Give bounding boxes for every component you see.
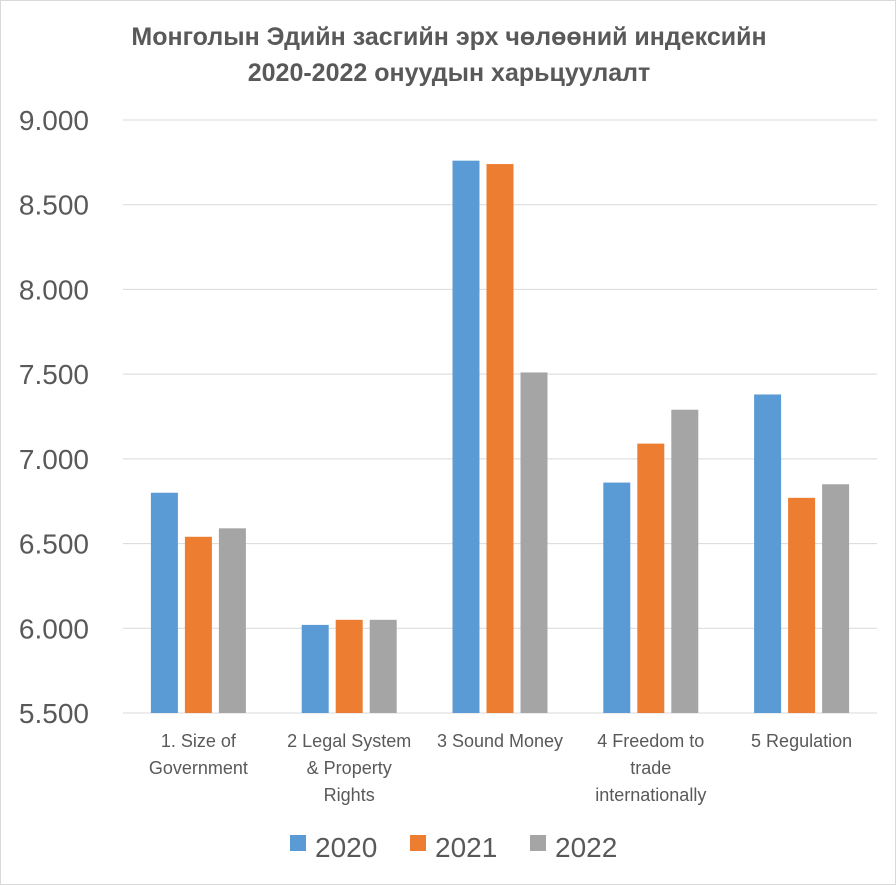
x-category-label-line: Rights <box>324 785 375 805</box>
bar-2021-2 <box>335 619 363 713</box>
chart-title: Монголын Эдийн засгийн эрх чөлөөний инде… <box>1 19 896 91</box>
bar-2022-2 <box>369 619 397 713</box>
x-category-label-line: 3 Sound Money <box>437 731 563 751</box>
x-category-label: 2 Legal System & Property Rights <box>287 731 411 805</box>
x-category-label: 5 Regulation <box>751 731 852 751</box>
x-category-label-line: internationally <box>595 785 706 805</box>
bar-2022-4 <box>671 409 699 713</box>
bar-2022-3 <box>520 372 548 713</box>
legend-label-2021: 2021 <box>435 832 497 863</box>
bar-2021-3 <box>486 164 514 714</box>
x-category-label-line: & Property <box>307 758 392 778</box>
y-tick-label: 6.000 <box>19 613 89 644</box>
bar-2021-4 <box>637 443 665 713</box>
y-tick-label: 5.500 <box>19 698 89 729</box>
bar-2020-4 <box>603 482 631 713</box>
bar-2020-1 <box>150 492 178 713</box>
x-category-label: 3 Sound Money <box>437 731 563 751</box>
x-category-label-line: 1. Size of <box>161 731 237 751</box>
bar-2022-1 <box>218 528 246 713</box>
y-tick-label: 7.500 <box>19 359 89 390</box>
bar-2020-2 <box>301 624 329 713</box>
legend-swatch-2021 <box>410 835 426 851</box>
x-category-label: 1. Size of Government <box>149 731 248 778</box>
legend-label-2022: 2022 <box>555 832 617 863</box>
chart-title-line-2: 2020-2022 онуудын харьцуулалт <box>247 59 651 87</box>
legend-swatch-2022 <box>530 835 546 851</box>
bar-2021-1 <box>184 536 212 713</box>
x-category-label-line: 5 Regulation <box>751 731 852 751</box>
legend-swatch-2020 <box>290 835 306 851</box>
y-tick-label: 6.500 <box>19 529 89 560</box>
x-category-label-line: trade <box>630 758 671 778</box>
chart-title-line-1: Монголын Эдийн засгийн эрх чөлөөний инде… <box>131 23 767 51</box>
x-category-label-line: 4 Freedom to <box>597 731 704 751</box>
bar-2020-3 <box>452 160 480 714</box>
bar-2022-5 <box>822 484 850 713</box>
y-tick-label: 7.000 <box>19 444 89 475</box>
x-category-label-line: Government <box>149 758 248 778</box>
bar-2020-5 <box>754 394 782 713</box>
y-tick-label: 9.000 <box>19 105 89 136</box>
bar-2021-5 <box>788 497 816 713</box>
legend-label-2020: 2020 <box>315 832 377 863</box>
x-category-label-line: 2 Legal System <box>287 731 411 751</box>
x-category-label: 4 Freedom to trade internationally <box>595 731 706 805</box>
y-tick-label: 8.000 <box>19 274 89 305</box>
y-tick-label: 8.500 <box>19 190 89 221</box>
